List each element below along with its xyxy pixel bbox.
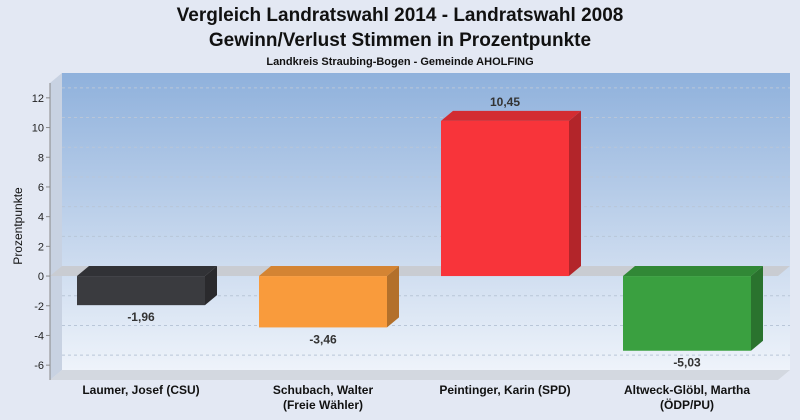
bar-value-label: 10,45: [490, 95, 520, 109]
bar-front: [623, 276, 751, 351]
plot-floor: [50, 370, 790, 380]
bar-top: [623, 266, 763, 277]
bar-side: [569, 110, 581, 277]
chart-subtitle: Landkreis Straubing-Bogen - Gemeinde AHO…: [266, 56, 533, 68]
bar-top: [77, 266, 217, 277]
x-category-label: Laumer, Josef (CSU): [82, 383, 199, 397]
bar: [77, 266, 217, 306]
y-tick-label: 2: [38, 241, 44, 253]
x-category-label: Schubach, Walter: [273, 383, 374, 397]
bar-value-label: -3,46: [309, 332, 337, 346]
chart-title-line2: Gewinn/Verlust Stimmen in Prozentpunkte: [209, 30, 591, 51]
chart-title-line1: Vergleich Landratswahl 2014 - Landratswa…: [177, 5, 624, 26]
zero-line: [50, 266, 790, 277]
bar-value-label: -1,96: [127, 310, 155, 324]
bar: [259, 266, 399, 328]
bar-front: [259, 276, 387, 328]
y-tick-label: -4: [34, 330, 44, 342]
y-tick-label: 6: [38, 182, 44, 194]
x-category-label: (Freie Wähler): [283, 398, 363, 412]
bar-side: [751, 266, 763, 351]
bar-value-label: -5,03: [673, 356, 701, 370]
bar-top: [441, 110, 581, 121]
y-tick-label: -2: [34, 301, 44, 313]
x-axis-categories: Laumer, Josef (CSU) Schubach, Walter(Frei…: [82, 383, 750, 412]
x-category-label: (ÖDP/PU): [660, 397, 714, 412]
zero-plane: [50, 266, 790, 277]
y-tick-label: 0: [38, 271, 44, 283]
bar-top: [259, 266, 399, 277]
y-axis-ticks: -6 -4 -2 0 2 4 6 8 10 12: [32, 93, 50, 372]
y-tick-label: 4: [38, 212, 44, 224]
y-tick-label: 10: [32, 123, 44, 135]
y-axis-label: Prozentpunkte: [11, 187, 25, 265]
bar: [441, 110, 581, 277]
y-tick-label: 8: [38, 152, 44, 164]
y-tick-label: 12: [32, 93, 44, 105]
x-category-label: Altweck-Glöbl, Martha: [624, 383, 750, 397]
plot-side-wall: [50, 73, 62, 380]
bar-front: [441, 120, 569, 277]
bars: -1,96 -3,46 10,45 -5,03: [77, 95, 763, 370]
bar-side: [387, 266, 399, 328]
bar-side: [205, 266, 217, 306]
bar: [623, 266, 763, 351]
bar-front: [77, 276, 205, 306]
y-tick-label: -6: [34, 360, 44, 372]
x-category-label: Peintinger, Karin (SPD): [439, 383, 570, 397]
